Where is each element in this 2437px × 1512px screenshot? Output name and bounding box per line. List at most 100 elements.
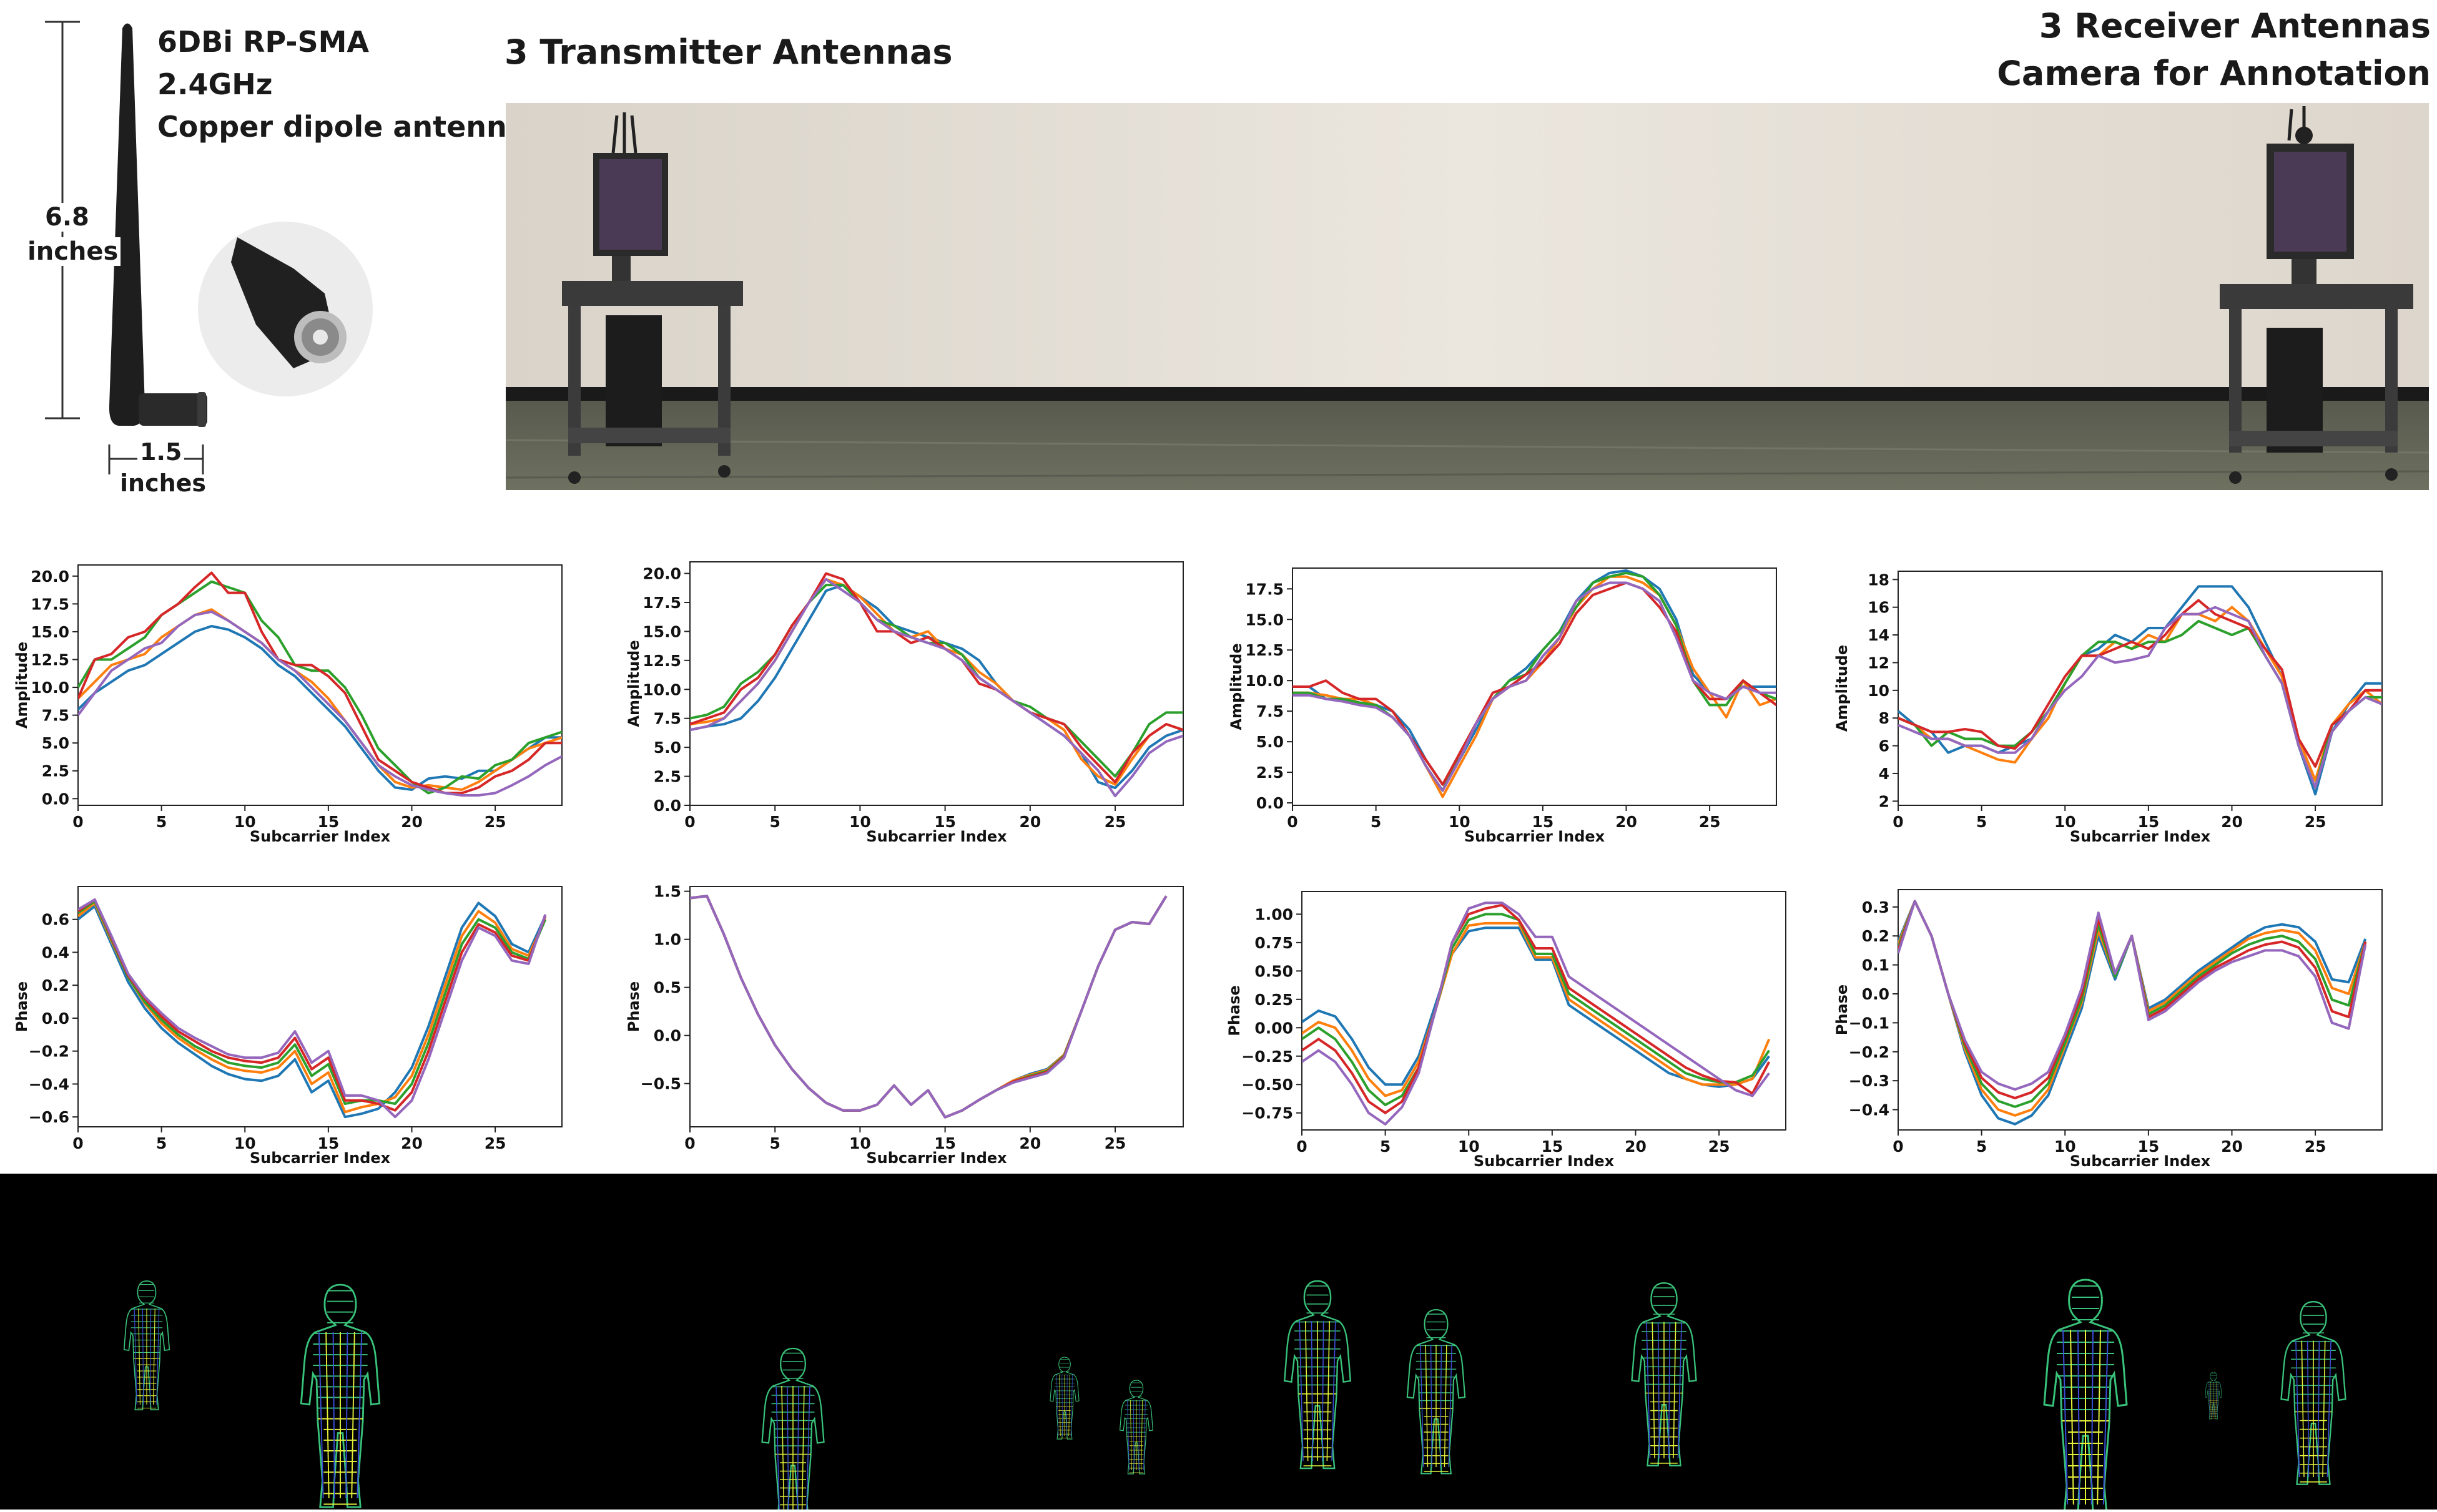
y-tick-label: 18: [1868, 571, 1889, 589]
mesh-line: [1133, 1400, 1134, 1470]
mesh-figure: [762, 1348, 824, 1510]
x-tick-label: 5: [156, 1134, 167, 1152]
x-axis-label: Subcarrier Index: [2070, 1152, 2211, 1170]
y-axis-label: Amplitude: [625, 640, 642, 727]
mesh-figure: [2044, 1280, 2127, 1510]
mesh-line: [1322, 1321, 1324, 1461]
mesh-figure: [1407, 1310, 1465, 1474]
mesh-figure: [2282, 1302, 2346, 1485]
mesh-line: [1311, 1321, 1312, 1461]
x-tick-label: 25: [2305, 1137, 2326, 1156]
y-tick-label: 17.5: [642, 594, 681, 612]
y-tick-label: 10.0: [642, 680, 681, 699]
y-tick-label: 10: [1868, 682, 1889, 700]
y-tick-label: 2.5: [42, 762, 69, 780]
x-tick-label: 0: [684, 1134, 695, 1152]
y-tick-label: 0.75: [1254, 934, 1293, 952]
mesh-line: [2092, 1330, 2093, 1505]
mesh-line: [333, 1332, 335, 1498]
y-tick-label: −0.2: [1849, 1043, 1889, 1061]
y-tick-label: 7.5: [42, 707, 69, 725]
y-tick-label: 12.5: [1245, 641, 1284, 659]
x-tick-label: 0: [684, 813, 695, 831]
y-tick-label: 0.00: [1254, 1019, 1293, 1037]
y-tick-label: −0.4: [29, 1075, 69, 1093]
y-axis-label: Phase: [1226, 985, 1243, 1036]
y-tick-label: −0.1: [1849, 1014, 1889, 1032]
y-tick-label: 2.5: [654, 768, 681, 786]
y-tick-label: 10.0: [31, 679, 69, 697]
mesh-figure: [1050, 1357, 1079, 1439]
y-tick-label: 1.5: [654, 883, 681, 901]
x-tick-label: 25: [485, 1134, 506, 1152]
x-tick-label: 25: [1699, 813, 1721, 831]
x-tick-label: 5: [1380, 1137, 1391, 1156]
mesh-figure: [1632, 1283, 1696, 1466]
y-tick-label: 0.0: [42, 1009, 69, 1028]
mesh-line: [1306, 1321, 1308, 1461]
y-tick-label: 14: [1868, 626, 1889, 644]
y-tick-label: −0.50: [1241, 1076, 1293, 1094]
mesh-line: [2210, 1382, 2211, 1417]
y-tick-label: 0.2: [42, 976, 69, 994]
x-axis-label: Subcarrier Index: [1464, 828, 1605, 845]
pose-mesh-panel: [0, 1174, 2437, 1510]
y-tick-label: 0.0: [654, 797, 681, 815]
y-tick-label: 0.3: [1862, 898, 1889, 916]
x-axis-label: Subcarrier Index: [866, 1149, 1007, 1167]
y-tick-label: 2.5: [1256, 763, 1284, 782]
mesh-line: [1425, 1345, 1427, 1467]
y-tick-label: 0.6: [42, 911, 69, 929]
x-tick-label: 20: [1019, 813, 1041, 831]
y-tick-label: 0.0: [1862, 985, 1889, 1003]
mesh-line: [1673, 1322, 1676, 1458]
mesh-line: [1431, 1345, 1432, 1467]
mesh-line: [142, 1308, 143, 1405]
y-tick-label: 5.0: [42, 734, 69, 752]
mesh-line: [139, 1308, 140, 1405]
mesh-line: [1668, 1322, 1670, 1458]
mesh-figure: [2205, 1372, 2222, 1419]
x-axis-label: Subcarrier Index: [1474, 1152, 1615, 1170]
y-tick-label: 1.0: [654, 931, 681, 949]
x-tick-label: 25: [1708, 1137, 1730, 1156]
pose-mesh-render: [0, 1174, 2437, 1510]
mesh-line: [2318, 1341, 2319, 1477]
x-tick-label: 20: [1625, 1137, 1647, 1156]
y-tick-label: 0.1: [1862, 956, 1889, 974]
y-axis-label: Phase: [1833, 984, 1851, 1035]
mesh-line: [326, 1332, 329, 1498]
x-tick-label: 20: [401, 1134, 423, 1152]
y-tick-label: −0.6: [29, 1108, 69, 1126]
mesh-line: [1658, 1322, 1660, 1458]
mesh-line: [1066, 1375, 1067, 1436]
x-tick-label: 0: [72, 813, 83, 831]
x-tick-label: 25: [1105, 813, 1126, 831]
y-axis-label: Phase: [13, 981, 31, 1032]
y-tick-label: 5.0: [1256, 733, 1284, 751]
y-tick-label: 17.5: [1245, 580, 1284, 598]
y-tick-label: 12.5: [642, 652, 681, 670]
mesh-line: [2323, 1341, 2325, 1477]
mesh-figure: [124, 1281, 170, 1410]
x-tick-label: 25: [1105, 1134, 1126, 1152]
mesh-line: [2078, 1330, 2079, 1505]
mesh-line: [1652, 1322, 1655, 1458]
y-tick-label: 1.00: [1254, 905, 1293, 923]
y-tick-label: 4: [1879, 765, 1889, 783]
mesh-line: [1130, 1400, 1131, 1470]
y-tick-label: 12.5: [31, 651, 69, 669]
y-tick-label: 0.50: [1254, 962, 1293, 980]
y-tick-label: 0.25: [1254, 991, 1293, 1009]
y-tick-label: −0.25: [1241, 1048, 1293, 1066]
x-axis-label: Subcarrier Index: [866, 828, 1007, 845]
x-tick-label: 5: [770, 1134, 780, 1152]
y-tick-label: 15.0: [642, 622, 681, 641]
mesh-line: [1062, 1375, 1063, 1436]
x-tick-label: 5: [156, 813, 167, 831]
y-tick-label: 0.4: [42, 943, 69, 961]
